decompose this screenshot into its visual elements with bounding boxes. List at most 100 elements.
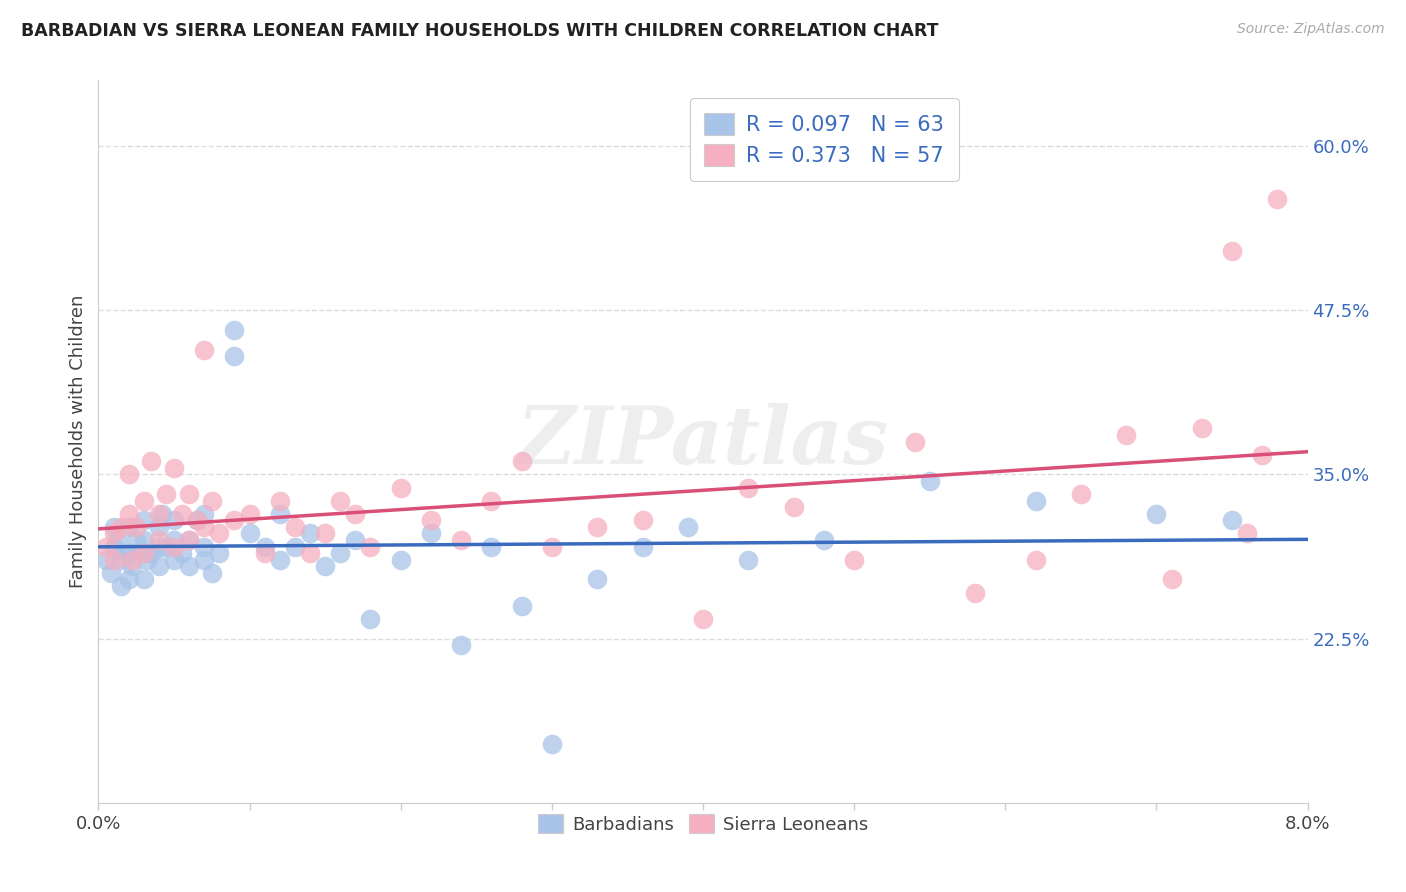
Point [186,513,208,527]
Point [121,553,143,567]
Point [1267,192,1289,206]
Point [132,493,155,508]
Point [1160,573,1182,587]
Point [299,526,322,541]
Point [132,573,155,587]
Point [783,500,806,515]
Point [201,566,224,580]
Point [141,454,163,468]
Point [179,533,201,547]
Point [132,546,155,560]
Y-axis label: Family Households with Children: Family Households with Children [69,295,87,588]
Point [904,434,927,449]
Point [193,540,215,554]
Point [1220,244,1243,258]
Point [170,546,193,560]
Point [360,540,382,554]
Point [329,546,352,560]
Point [179,559,201,574]
Point [314,559,336,574]
Point [118,507,141,521]
Point [344,507,367,521]
Point [481,540,503,554]
Text: ZIPatlas: ZIPatlas [517,403,889,480]
Point [110,553,132,567]
Point [150,507,173,521]
Point [148,559,170,574]
Point [844,553,866,567]
Point [1220,513,1243,527]
Text: BARBADIAN VS SIERRA LEONEAN FAMILY HOUSEHOLDS WITH CHILDREN CORRELATION CHART: BARBADIAN VS SIERRA LEONEAN FAMILY HOUSE… [21,22,939,40]
Point [344,533,367,547]
Text: Source: ZipAtlas.com: Source: ZipAtlas.com [1237,22,1385,37]
Point [540,540,562,554]
Point [813,533,835,547]
Point [586,573,609,587]
Point [631,513,654,527]
Point [481,493,503,508]
Point [94,540,117,554]
Point [510,599,533,613]
Point [179,487,201,501]
Point [389,553,412,567]
Point [540,737,562,751]
Point [253,546,276,560]
Point [163,540,186,554]
Point [118,520,141,534]
Point [314,526,336,541]
Point [118,546,141,560]
Point [631,540,654,554]
Point [208,546,231,560]
Point [208,526,231,541]
Point [965,585,987,599]
Point [110,579,132,593]
Point [586,520,609,534]
Point [692,612,714,626]
Point [103,520,125,534]
Point [1251,448,1274,462]
Point [193,520,215,534]
Point [1025,493,1047,508]
Point [163,553,186,567]
Point [737,481,759,495]
Point [103,526,125,541]
Point [420,513,443,527]
Point [148,533,170,547]
Point [1191,421,1213,435]
Point [1070,487,1092,501]
Point [450,638,472,652]
Point [239,507,262,521]
Point [360,612,382,626]
Point [148,540,170,554]
Point [118,467,141,482]
Point [125,533,148,547]
Point [155,540,177,554]
Point [118,573,141,587]
Point [201,493,224,508]
Point [737,553,759,567]
Point [389,481,412,495]
Point [132,546,155,560]
Point [125,520,148,534]
Point [299,546,322,560]
Point [132,533,155,547]
Point [141,546,163,560]
Point [1146,507,1168,521]
Point [100,566,122,580]
Point [155,487,177,501]
Point [1115,428,1137,442]
Point [110,520,132,534]
Point [114,546,136,560]
Point [103,540,125,554]
Point [121,559,143,574]
Point [224,323,246,337]
Point [1025,553,1047,567]
Point [224,513,246,527]
Point [329,493,352,508]
Point [148,507,170,521]
Point [94,553,117,567]
Point [163,533,186,547]
Point [450,533,472,547]
Point [132,513,155,527]
Point [186,513,208,527]
